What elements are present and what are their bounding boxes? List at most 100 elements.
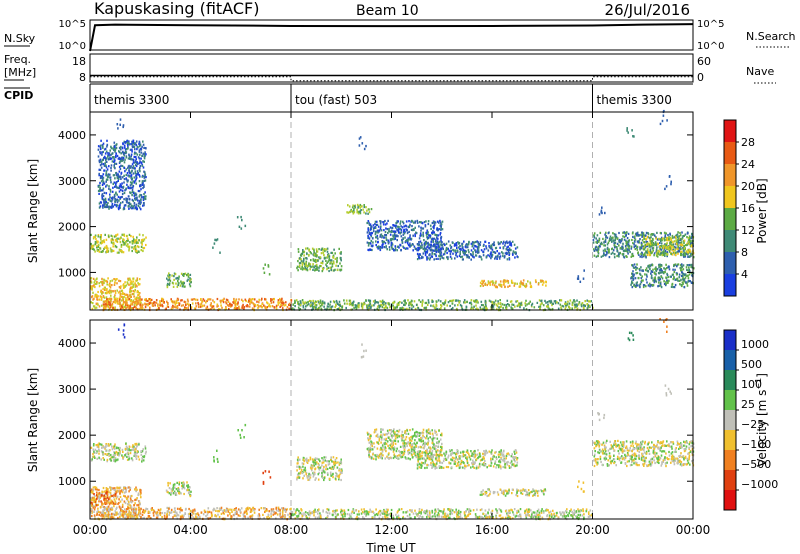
data-cell: [427, 231, 429, 234]
data-cell: [650, 270, 653, 273]
data-cell: [202, 298, 205, 301]
data-cell: [547, 303, 549, 306]
data-cell: [490, 305, 493, 309]
data-cell: [395, 234, 398, 238]
data-cell: [350, 209, 353, 213]
data-cell: [425, 306, 428, 309]
data-cell: [400, 228, 403, 231]
data-cell: [205, 301, 207, 304]
data-cell: [136, 245, 139, 248]
data-cell: [488, 246, 491, 249]
data-cell: [180, 272, 183, 275]
data-cell: [136, 251, 138, 254]
data-cell: [275, 304, 278, 307]
data-cell: [656, 251, 658, 254]
data-cell: [461, 246, 464, 249]
data-cell: [605, 234, 607, 238]
nsearch-label: N.Search: [746, 30, 796, 43]
data-cell: [492, 308, 495, 311]
data-cell: [651, 270, 654, 273]
data-cell: [675, 242, 678, 245]
data-cell: [393, 306, 395, 309]
data-cell: [121, 295, 123, 298]
data-cell: [462, 248, 465, 251]
data-cell: [145, 195, 147, 198]
data-cell: [141, 241, 143, 244]
data-cell: [104, 198, 107, 201]
data-cell: [666, 272, 668, 275]
data-cell: [357, 206, 359, 209]
data-cell: [516, 246, 519, 249]
data-cell: [427, 241, 429, 244]
data-cell: [105, 166, 108, 169]
data-cell: [340, 259, 342, 262]
data-cell: [414, 307, 417, 311]
data-cell: [122, 299, 125, 302]
data-cell: [641, 275, 643, 278]
data-cell: [683, 280, 685, 283]
data-cell: [421, 302, 424, 305]
data-cell: [358, 205, 361, 208]
data-cell: [314, 254, 317, 257]
data-cell: [672, 245, 674, 248]
data-cell: [663, 250, 665, 253]
data-cell: [130, 300, 132, 303]
data-cell: [647, 248, 649, 251]
data-cell: [361, 303, 363, 306]
data-cell: [439, 221, 442, 224]
data-cell: [119, 118, 122, 121]
data-cell: [660, 275, 663, 278]
data-cell: [441, 302, 444, 305]
data-cell: [134, 167, 136, 170]
data-cell: [130, 280, 133, 283]
data-cell: [128, 201, 131, 204]
data-cell: [118, 237, 120, 240]
data-cell: [676, 240, 678, 243]
data-cell: [415, 303, 418, 306]
data-cell: [603, 253, 605, 256]
data-cell: [679, 238, 682, 241]
data-cell: [101, 177, 104, 180]
data-cell: [335, 304, 337, 307]
data-cell: [484, 283, 486, 286]
data-cell: [661, 269, 663, 272]
data-cell: [410, 299, 413, 302]
data-cell: [115, 183, 117, 186]
data-cell: [312, 268, 314, 271]
data-cell: [475, 240, 477, 244]
data-cell: [374, 226, 377, 229]
data-cell: [506, 299, 509, 302]
data-cell: [419, 234, 421, 237]
data-cell: [170, 300, 173, 303]
data-cell: [97, 290, 99, 294]
data-cell: [249, 300, 252, 303]
data-cell: [92, 506, 95, 509]
data-cell: [465, 306, 468, 309]
data-cell: [631, 274, 634, 277]
data-cell: [123, 166, 126, 170]
data-cell: [641, 235, 643, 238]
data-cell: [644, 254, 646, 257]
data-cell: [642, 245, 645, 248]
data-cell: [280, 301, 282, 304]
data-cell: [662, 245, 664, 248]
data-cell: [435, 304, 438, 307]
data-cell: [433, 222, 435, 225]
data-cell: [508, 253, 510, 257]
data-cell: [132, 172, 135, 175]
data-cell: [143, 170, 145, 173]
data-cell: [412, 221, 415, 224]
data-cell: [283, 304, 285, 307]
data-cell: [137, 283, 140, 286]
data-cell: [105, 170, 108, 173]
data-cell: [440, 223, 443, 226]
data-cell: [101, 283, 104, 286]
data-cell: [507, 245, 509, 248]
data-cell: [111, 284, 113, 287]
data-cell: [635, 282, 638, 285]
data-cell: [150, 298, 153, 301]
data-cell: [640, 244, 643, 247]
data-cell: [245, 299, 247, 303]
data-cell: [134, 172, 137, 175]
